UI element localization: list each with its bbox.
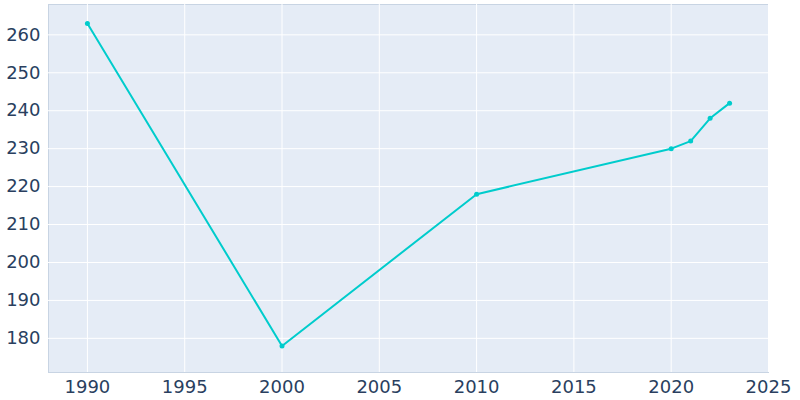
svg-text:250: 250 [6,62,40,83]
svg-text:2015: 2015 [551,376,597,397]
svg-text:240: 240 [6,99,40,120]
svg-text:2000: 2000 [259,376,305,397]
svg-text:220: 220 [6,175,40,196]
svg-text:230: 230 [6,137,40,158]
svg-text:180: 180 [6,327,40,348]
svg-text:2005: 2005 [356,376,402,397]
svg-text:2010: 2010 [454,376,500,397]
svg-text:260: 260 [6,24,40,45]
svg-text:210: 210 [6,213,40,234]
svg-text:1990: 1990 [65,376,111,397]
svg-text:200: 200 [6,251,40,272]
svg-text:1995: 1995 [162,376,208,397]
svg-text:2025: 2025 [746,376,792,397]
svg-text:2020: 2020 [648,376,694,397]
svg-text:190: 190 [6,289,40,310]
